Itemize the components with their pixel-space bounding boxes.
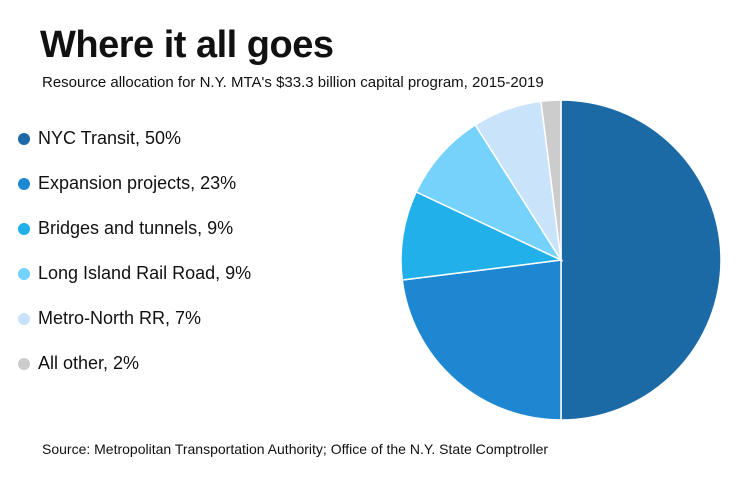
legend-swatch-expansion-projects: [18, 177, 30, 190]
pie-slice-all-other: [540, 99, 562, 261]
source-note: Source: Metropolitan Transportation Auth…: [42, 441, 549, 457]
legend-item-expansion-projects: Expansion projects, 23%: [18, 161, 251, 206]
pie-slice-nyc-transit: [560, 99, 722, 421]
legend-item-metro-north-rr: Metro-North RR, 7%: [18, 296, 251, 341]
pie-slice-long-island-rail-road: [415, 123, 564, 262]
legend-item-all-other: All other, 2%: [18, 341, 251, 386]
legend-label-long-island-rail-road: Long Island Rail Road, 9%: [38, 263, 252, 283]
legend-swatch-metro-north-rr: [18, 312, 30, 325]
chart-subtitle: Resource allocation for N.Y. MTA's $33.3…: [42, 74, 544, 91]
legend-swatch-bridges-and-tunnels: [18, 222, 30, 235]
legend-item-nyc-transit: NYC Transit, 50%: [18, 116, 251, 161]
legend: NYC Transit, 50% Expansion projects, 23%…: [18, 116, 251, 386]
legend-swatch-all-other: [18, 357, 30, 370]
pie-slices: [400, 99, 722, 421]
legend-item-bridges-and-tunnels: Bridges and tunnels, 9%: [18, 206, 251, 251]
legend-label-metro-north-rr: Metro-North RR, 7%: [38, 308, 202, 328]
chart-title: Where it all goes: [40, 24, 334, 66]
legend-label-nyc-transit: NYC Transit, 50%: [38, 128, 182, 148]
legend-swatch-long-island-rail-road: [18, 267, 30, 280]
legend-label-bridges-and-tunnels: Bridges and tunnels, 9%: [38, 218, 234, 238]
legend-label-all-other: All other, 2%: [38, 353, 140, 373]
pie-slice-expansion-projects: [401, 259, 562, 421]
pie-slice-bridges-and-tunnels: [400, 190, 564, 281]
legend-label-expansion-projects: Expansion projects, 23%: [38, 173, 237, 193]
legend-item-long-island-rail-road: Long Island Rail Road, 9%: [18, 251, 251, 296]
legend-swatch-nyc-transit: [18, 132, 30, 145]
